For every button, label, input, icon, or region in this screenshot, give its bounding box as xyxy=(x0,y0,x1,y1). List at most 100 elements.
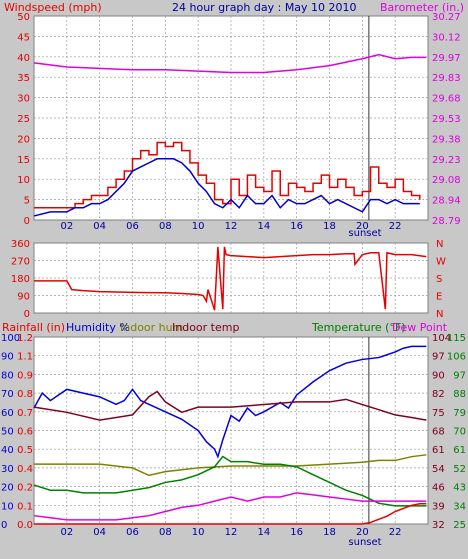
x-tick-label: 04 xyxy=(93,527,106,538)
dew-tick: 34 xyxy=(453,501,466,512)
x-tick-label: 10 xyxy=(192,527,205,538)
compass-tick: W xyxy=(436,257,446,268)
rain-tick: 0.5 xyxy=(17,445,33,456)
direction-tick: 0 xyxy=(24,309,30,320)
temperature-axis-label: Temperature (°F) xyxy=(311,321,406,334)
x-tick-label: 14 xyxy=(257,221,270,232)
compass-tick: S xyxy=(436,274,442,285)
barometer-tick: 28.79 xyxy=(432,216,461,227)
dew-tick: 88 xyxy=(453,389,466,400)
humidity-tick: 10 xyxy=(1,501,14,512)
barometer-tick: 29.68 xyxy=(432,94,461,105)
barometer-tick: 30.27 xyxy=(432,12,461,23)
humidity-axis-label: Humidity % xyxy=(66,321,130,334)
x-tick-label: 22 xyxy=(389,221,402,232)
windspeed-tick: 40 xyxy=(17,53,30,64)
humidity-tick: 90 xyxy=(1,352,14,363)
barometer-tick: 30.12 xyxy=(432,32,461,43)
dew-tick: 106 xyxy=(447,352,466,363)
humidity-tick: 30 xyxy=(1,464,14,475)
rain-tick: 0.2 xyxy=(17,483,33,494)
rainfall-series xyxy=(34,502,427,525)
windspeed-tick: 50 xyxy=(17,12,30,23)
humidity-tick: 70 xyxy=(1,389,14,400)
humidity-series xyxy=(33,345,427,459)
dew-tick: 52 xyxy=(453,464,466,475)
temp-tick: 46 xyxy=(432,483,445,494)
temp-tick: 97 xyxy=(432,352,445,363)
indoor-hum-series xyxy=(34,454,427,477)
x-tick-label: 08 xyxy=(159,221,172,232)
x-tick-label: 14 xyxy=(257,527,270,538)
temp-tick: 75 xyxy=(432,408,445,419)
rain-tick: 0.1 xyxy=(17,501,33,512)
rain-tick: 0.0 xyxy=(17,520,33,531)
rain-tick: 1.2 xyxy=(17,333,33,344)
x-tick-label: 18 xyxy=(323,221,336,232)
barometer-tick: 29.53 xyxy=(432,114,461,125)
barometer-tick: 29.38 xyxy=(432,134,461,145)
x-tick-label: 02 xyxy=(60,527,73,538)
wind-avg-series xyxy=(33,158,420,217)
windspeed-tick: 20 xyxy=(17,134,30,145)
x-tick-label: 10 xyxy=(192,221,205,232)
indoor-temp-label: Indoor temp xyxy=(172,321,239,334)
windspeed-tick: 45 xyxy=(17,32,30,43)
humidity-tick: 60 xyxy=(1,408,14,419)
rain-tick: 0.6 xyxy=(17,427,33,438)
humidity-tick: 80 xyxy=(1,370,14,381)
temperature-series xyxy=(33,455,427,507)
direction-tick: 180 xyxy=(11,274,30,285)
temp-tick: 54 xyxy=(432,464,445,475)
windspeed-tick: 30 xyxy=(17,94,30,105)
barometer-series xyxy=(33,53,427,74)
dew-tick: 43 xyxy=(453,483,466,494)
humidity-tick: 100 xyxy=(1,333,20,344)
windspeed-tick: 35 xyxy=(17,73,30,84)
windspeed-axis-label: Windspeed (mph) xyxy=(4,1,102,14)
windspeed-tick: 5 xyxy=(24,196,30,207)
dew-tick: 25 xyxy=(453,520,466,531)
humidity-tick: 0 xyxy=(1,520,7,531)
dew-tick: 115 xyxy=(447,333,466,344)
rain-tick: 0.9 xyxy=(17,370,33,381)
barometer-tick: 29.83 xyxy=(432,73,461,84)
sunset-label-top: sunset xyxy=(348,228,381,239)
dew-tick: 79 xyxy=(453,408,466,419)
temp-tick: 61 xyxy=(432,445,445,456)
direction-series xyxy=(34,246,427,311)
windspeed-tick: 10 xyxy=(17,175,30,186)
dew-tick: 70 xyxy=(453,427,466,438)
temp-tick: 104 xyxy=(432,333,451,344)
dew-tick: 97 xyxy=(453,370,466,381)
temp-tick: 39 xyxy=(432,501,445,512)
rain-tick: 0.4 xyxy=(17,464,33,475)
chart-title: 24 hour graph day : May 10 2010 xyxy=(172,1,357,14)
compass-tick: E xyxy=(436,292,442,303)
direction-tick: 360 xyxy=(11,239,30,250)
x-tick-label: 08 xyxy=(159,527,172,538)
temp-tick: 32 xyxy=(432,520,445,531)
rain-tick: 1.1 xyxy=(17,352,33,363)
windspeed-tick: 15 xyxy=(17,155,30,166)
windspeed-tick: 0 xyxy=(24,216,30,227)
rainfall-axis-label: Rainfall (in) xyxy=(2,321,65,334)
dew-tick: 61 xyxy=(453,445,466,456)
compass-tick: N xyxy=(436,239,443,250)
barometer-tick: 29.23 xyxy=(432,155,461,166)
windspeed-tick: 25 xyxy=(17,114,30,125)
x-tick-label: 02 xyxy=(60,221,73,232)
temp-tick: 82 xyxy=(432,389,445,400)
x-tick-label: 16 xyxy=(290,221,303,232)
x-tick-label: 12 xyxy=(225,221,238,232)
x-tick-label: 20 xyxy=(356,527,369,538)
barometer-tick: 29.97 xyxy=(432,53,461,64)
x-tick-label: 18 xyxy=(323,527,336,538)
x-tick-label: 22 xyxy=(389,527,402,538)
rain-tick: 0.8 xyxy=(17,389,33,400)
compass-tick: N xyxy=(436,309,443,320)
direction-tick: 270 xyxy=(11,257,30,268)
x-tick-label: 06 xyxy=(126,221,139,232)
